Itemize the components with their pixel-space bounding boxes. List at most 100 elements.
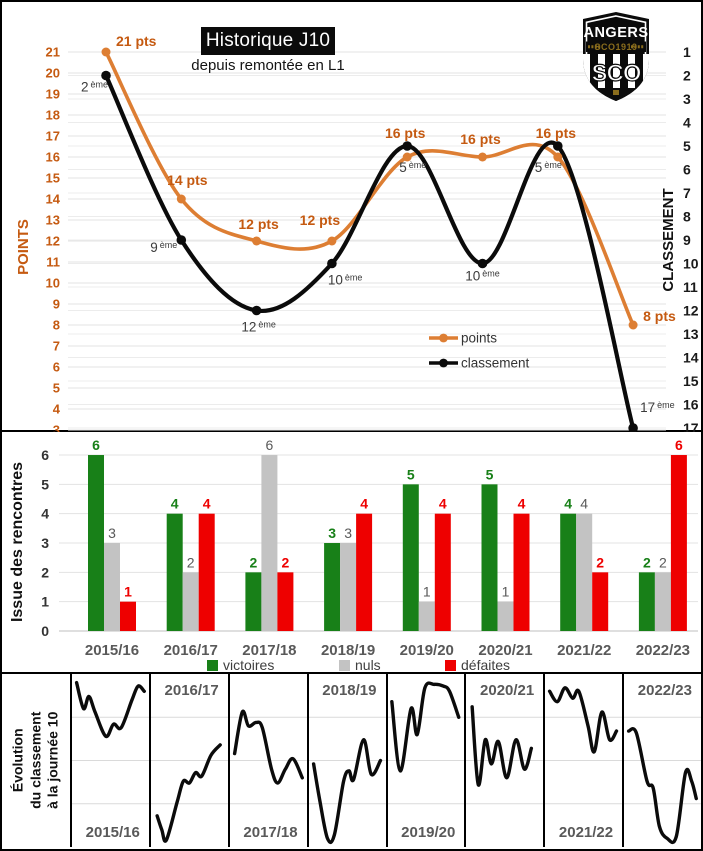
- bar-value-label: 4: [360, 496, 368, 512]
- sparkline-season-label: 2020/21: [480, 682, 535, 699]
- season-label: 2016/17: [164, 642, 218, 659]
- bar-value-label: 5: [407, 466, 415, 482]
- points-marker: [553, 152, 563, 162]
- bar-victoires: [402, 484, 419, 631]
- bar-y-tick: 0: [41, 623, 49, 639]
- legend-item-classement: classement: [461, 356, 530, 371]
- left-axis-tick: 14: [46, 192, 61, 207]
- bar-value-label: 2: [643, 554, 651, 570]
- sparkline-2015-16: 2015/16: [72, 674, 149, 847]
- legend-swatch-nuls: [339, 660, 350, 671]
- classement-label: 10 ème: [328, 273, 363, 288]
- right-axis-title: CLASSEMENT: [660, 188, 677, 291]
- season-label: 2015/16: [85, 642, 139, 659]
- sparkline-2021-22: 2021/22: [543, 674, 622, 847]
- points-label: 16 pts: [536, 125, 577, 141]
- bar-victoires: [245, 572, 262, 631]
- left-axis-tick: 15: [46, 171, 60, 186]
- sparkline-curve: [72, 674, 149, 847]
- bar-nuls: [104, 543, 120, 631]
- points-marker: [252, 236, 262, 246]
- classement-label: 12 ème: [241, 320, 276, 335]
- classement-label: 17 ème: [640, 400, 675, 415]
- sparkline-season-label: 2021/22: [558, 824, 614, 841]
- points-line: [104, 50, 635, 327]
- left-axis-tick: 16: [46, 150, 60, 165]
- sparkline-curve: [309, 674, 386, 847]
- bar-value-label: 2: [659, 554, 667, 570]
- sparkline-season-label: 2022/23: [637, 682, 692, 699]
- right-axis-tick: 10: [683, 256, 699, 272]
- left-axis-tick: 21: [46, 45, 60, 60]
- right-axis-tick: 13: [683, 326, 699, 342]
- legend-item-victoires: victoires: [223, 657, 274, 673]
- right-axis-tick: 9: [683, 232, 691, 248]
- bar-value-label: 2: [282, 554, 290, 570]
- bar-value-label: 1: [502, 584, 510, 600]
- left-axis-tick: 4: [53, 402, 61, 417]
- points-marker: [402, 152, 412, 162]
- bar-y-tick: 4: [41, 506, 49, 522]
- season-label: 2022/23: [636, 642, 690, 659]
- bar-y-tick: 6: [41, 447, 49, 463]
- angers-sco-logo: ANGERS SCO1919 SCO: [578, 10, 654, 104]
- right-axis-tick: 11: [683, 279, 698, 295]
- legend-item-nuls: nuls: [355, 657, 381, 673]
- bar-value-label: 6: [92, 437, 100, 453]
- sparkline-2017-18: 2017/18: [227, 674, 307, 847]
- classement-label: 2 ème: [81, 80, 108, 95]
- bar-défaites: [120, 601, 136, 631]
- points-ranking-panel: 21 20 19 18 17 16 15 14 13 12 11 10 9 8 7 6 5 4 3 1 2 3 4 5 6 7 8 9…: [2, 2, 701, 438]
- left-axis-tick: 6: [53, 360, 60, 375]
- bar-y-tick: 5: [41, 476, 49, 492]
- left-axis-tick: 13: [46, 213, 60, 228]
- right-axis-tick: 16: [683, 397, 699, 413]
- bar-victoires: [560, 513, 577, 631]
- bar-nuls: [418, 601, 435, 631]
- crest-band-text: SCO1919: [594, 42, 637, 52]
- left-axis-tick: 3: [53, 423, 60, 433]
- bar-value-label: 6: [675, 437, 683, 453]
- classement-marker: [327, 258, 337, 269]
- bar-value-label: 4: [203, 496, 211, 512]
- club-crest-icon: ANGERS SCO1919 SCO: [583, 12, 649, 101]
- left-axis-tick: 10: [46, 276, 60, 291]
- season-label: 2021/22: [557, 642, 611, 659]
- bar-nuls: [576, 513, 593, 631]
- sparkline-curve: [466, 674, 543, 847]
- left-axis-tick: 19: [46, 87, 60, 102]
- bar-value-label: 2: [250, 554, 258, 570]
- right-axis-tick: 4: [683, 115, 691, 131]
- bar-y-axis-title: Issue des rencontres: [9, 462, 26, 622]
- match-outcomes-panel: 0 1 2 3 4 5 6 Issue des rencontres 6 3 1 2015/16 4 2 4…: [2, 432, 701, 674]
- right-axis-tick: 15: [683, 373, 699, 389]
- legend: points classement: [429, 331, 530, 371]
- sparkline-curve: [151, 674, 228, 847]
- bar-value-label: 3: [108, 525, 116, 541]
- points-ranking-chart: 2120191817161514131211109876543123456789…: [15, 33, 699, 438]
- season-label: 2017/18: [242, 642, 296, 659]
- bar-défaites: [356, 513, 373, 631]
- bar-value-label: 1: [423, 584, 431, 600]
- page-title: Historique J10: [201, 27, 335, 55]
- left-axis-tick: 20: [46, 66, 60, 81]
- left-axis-tick: 5: [53, 381, 60, 396]
- bar-value-label: 5: [486, 466, 494, 482]
- crest-club-name: ANGERS: [583, 25, 648, 41]
- sparkline-curve: [230, 674, 307, 847]
- points-marker: [628, 320, 638, 330]
- sparkline-2016-17: 2016/17: [148, 674, 228, 847]
- points-marker: [176, 194, 186, 204]
- bar-nuls: [497, 601, 514, 631]
- bar-value-label: 4: [439, 496, 447, 512]
- sparkline-grid: 2015/16 2016/17 2017/18 2018/19 2019/20 2020/…: [72, 674, 701, 847]
- points-label: 8 pts: [643, 308, 676, 324]
- left-axis-tick: 12: [46, 234, 60, 249]
- classement-marker: [251, 305, 262, 316]
- bar-défaites: [592, 572, 609, 631]
- bar-value-label: 2: [596, 554, 604, 570]
- sparkline-2018-19: 2018/19: [306, 674, 386, 847]
- classement-label: 9 ème: [150, 240, 177, 255]
- bar-value-label: 4: [171, 496, 179, 512]
